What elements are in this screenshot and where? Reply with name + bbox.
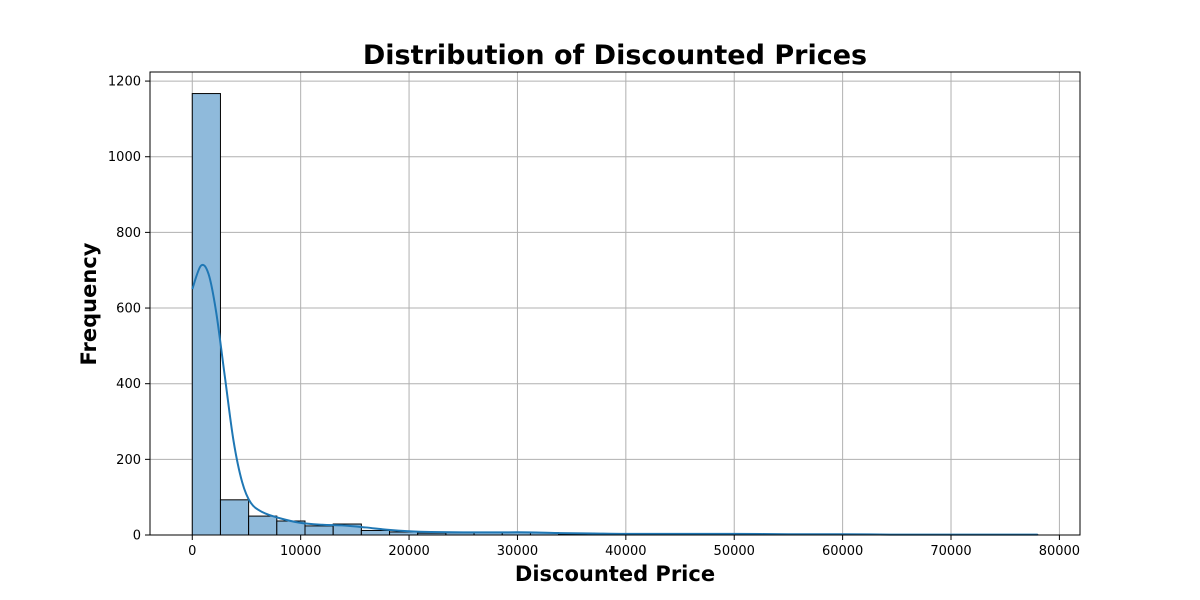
x-tick-label-0: 0 xyxy=(188,544,196,559)
histogram-bar-6 xyxy=(360,529,391,536)
histogram-bar-1 xyxy=(219,499,250,536)
kde-curve xyxy=(191,263,1038,536)
y-tick-label-5: 1000 xyxy=(108,150,141,165)
y-axis-ticks: 0 200 400 600 800 1000 1200 xyxy=(108,75,150,544)
histogram-bar-2 xyxy=(248,515,278,536)
grid-lines xyxy=(150,72,1080,536)
x-tick-label-6: 60000 xyxy=(822,544,863,559)
x-tick-label-4: 40000 xyxy=(605,544,646,559)
y-tick-label-3: 600 xyxy=(116,302,141,317)
y-tick-label-1: 200 xyxy=(116,453,141,468)
x-axis-ticks: 0 10000 20000 30000 40000 50000 60000 70000 8000… xyxy=(188,535,1080,559)
histogram-bars xyxy=(191,93,1039,536)
plot-frame xyxy=(149,71,1081,536)
y-tick-label-2: 400 xyxy=(116,377,141,392)
x-axis-label: Discounted Price xyxy=(515,562,715,586)
x-tick-label-1: 10000 xyxy=(280,544,321,559)
x-tick-label-7: 70000 xyxy=(930,544,971,559)
x-tick-label-8: 80000 xyxy=(1039,544,1080,559)
x-tick-label-2: 20000 xyxy=(388,544,429,559)
chart-title: Distribution of Discounted Prices xyxy=(363,40,867,71)
x-tick-label-3: 30000 xyxy=(497,544,538,559)
y-tick-label-6: 1200 xyxy=(108,75,141,90)
x-tick-label-5: 50000 xyxy=(714,544,755,559)
y-tick-label-0: 0 xyxy=(133,529,141,544)
y-tick-label-4: 800 xyxy=(116,226,141,241)
histogram-bar-4 xyxy=(304,525,334,536)
y-axis-label: Frequency xyxy=(77,242,101,365)
